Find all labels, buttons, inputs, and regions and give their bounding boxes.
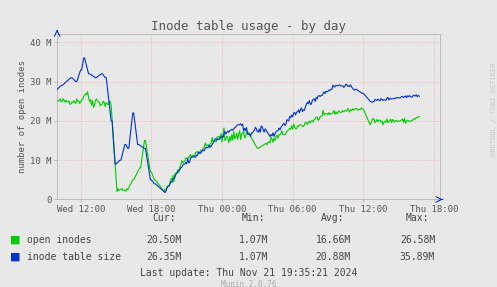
Text: Munin 2.0.76: Munin 2.0.76 bbox=[221, 280, 276, 287]
Text: 35.89M: 35.89M bbox=[400, 252, 435, 262]
Text: RRDTOOL / TOBI OETIKER: RRDTOOL / TOBI OETIKER bbox=[491, 62, 497, 156]
Text: 20.88M: 20.88M bbox=[316, 252, 350, 262]
Text: 1.07M: 1.07M bbox=[239, 252, 268, 262]
Text: ■: ■ bbox=[10, 252, 20, 262]
Title: Inode table usage - by day: Inode table usage - by day bbox=[151, 20, 346, 33]
Y-axis label: number of open inodes: number of open inodes bbox=[18, 61, 27, 173]
Text: Max:: Max: bbox=[406, 213, 429, 223]
Text: Min:: Min: bbox=[242, 213, 265, 223]
Text: open inodes: open inodes bbox=[27, 235, 92, 245]
Text: 26.58M: 26.58M bbox=[400, 235, 435, 245]
Text: 20.50M: 20.50M bbox=[147, 235, 181, 245]
Text: Cur:: Cur: bbox=[152, 213, 176, 223]
Text: 26.35M: 26.35M bbox=[147, 252, 181, 262]
Text: Avg:: Avg: bbox=[321, 213, 345, 223]
Text: inode table size: inode table size bbox=[27, 252, 121, 262]
Text: 16.66M: 16.66M bbox=[316, 235, 350, 245]
Text: ■: ■ bbox=[10, 235, 20, 245]
Text: 1.07M: 1.07M bbox=[239, 235, 268, 245]
Text: Last update: Thu Nov 21 19:35:21 2024: Last update: Thu Nov 21 19:35:21 2024 bbox=[140, 268, 357, 278]
